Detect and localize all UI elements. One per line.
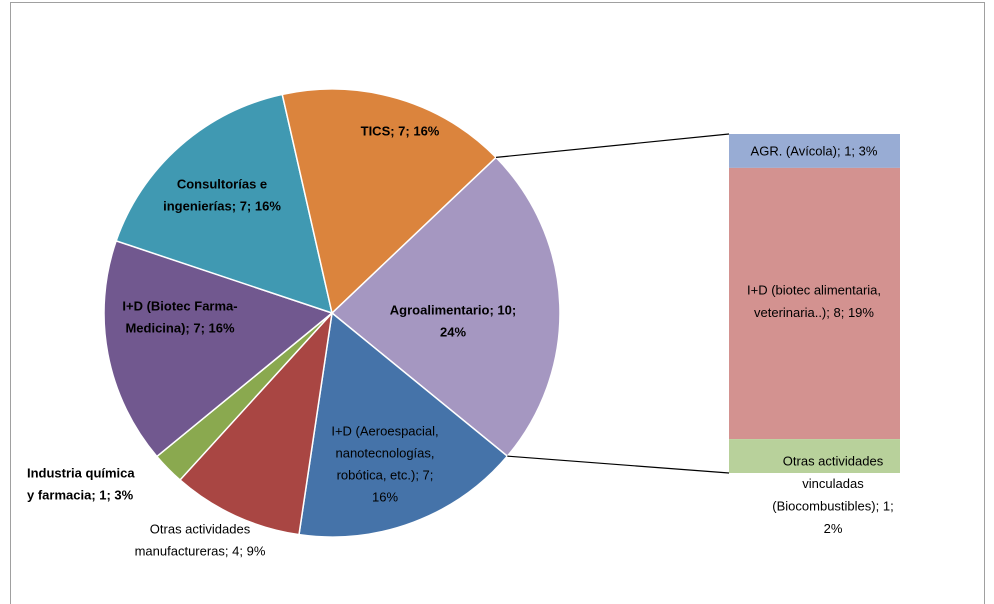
data-label: I+D (Biotec Farma-	[122, 298, 237, 313]
data-label: veterinaria..); 8; 19%	[754, 305, 874, 320]
data-label: Otras actividades	[150, 521, 251, 536]
connector-line	[495, 133, 730, 158]
data-label: Agroalimentario; 10;	[390, 302, 516, 317]
bar-segment	[729, 439, 900, 473]
data-label: y farmacia; 1; 3%	[27, 487, 134, 502]
data-label: robótica, etc.); 7;	[337, 467, 434, 482]
pie-slice	[178, 310, 334, 536]
data-label: TICS; 7; 16%	[361, 123, 440, 138]
data-label: 16%	[372, 489, 398, 504]
data-label: I+D (Aeroespacial,	[331, 423, 438, 438]
data-label: vinculadas	[802, 476, 864, 491]
data-label: nanotecnologías,	[335, 445, 434, 460]
data-label: 24%	[440, 324, 466, 339]
bar-segment	[729, 167, 900, 440]
bar-segment	[729, 134, 900, 168]
data-label: Consultorías e	[177, 176, 267, 191]
pie-slice	[298, 311, 509, 538]
data-label: ingenierías; 7; 16%	[163, 198, 281, 213]
data-label: 2%	[824, 521, 843, 536]
data-label: Industria química	[27, 465, 135, 480]
data-label: manufactureras; 4; 9%	[135, 543, 266, 558]
data-label: Medicina); 7; 16%	[125, 320, 235, 335]
data-label: (Biocombustibles); 1;	[772, 498, 893, 513]
pie-slice	[330, 156, 561, 458]
data-label: Otras actividades	[783, 453, 884, 468]
data-label: AGR. (Avícola); 1; 3%	[751, 143, 878, 158]
pie-slice	[115, 93, 334, 315]
pie-slice	[281, 88, 498, 315]
pie-slice	[103, 239, 334, 458]
connector-line	[507, 455, 730, 474]
data-label: I+D (biotec alimentaria,	[747, 282, 881, 297]
